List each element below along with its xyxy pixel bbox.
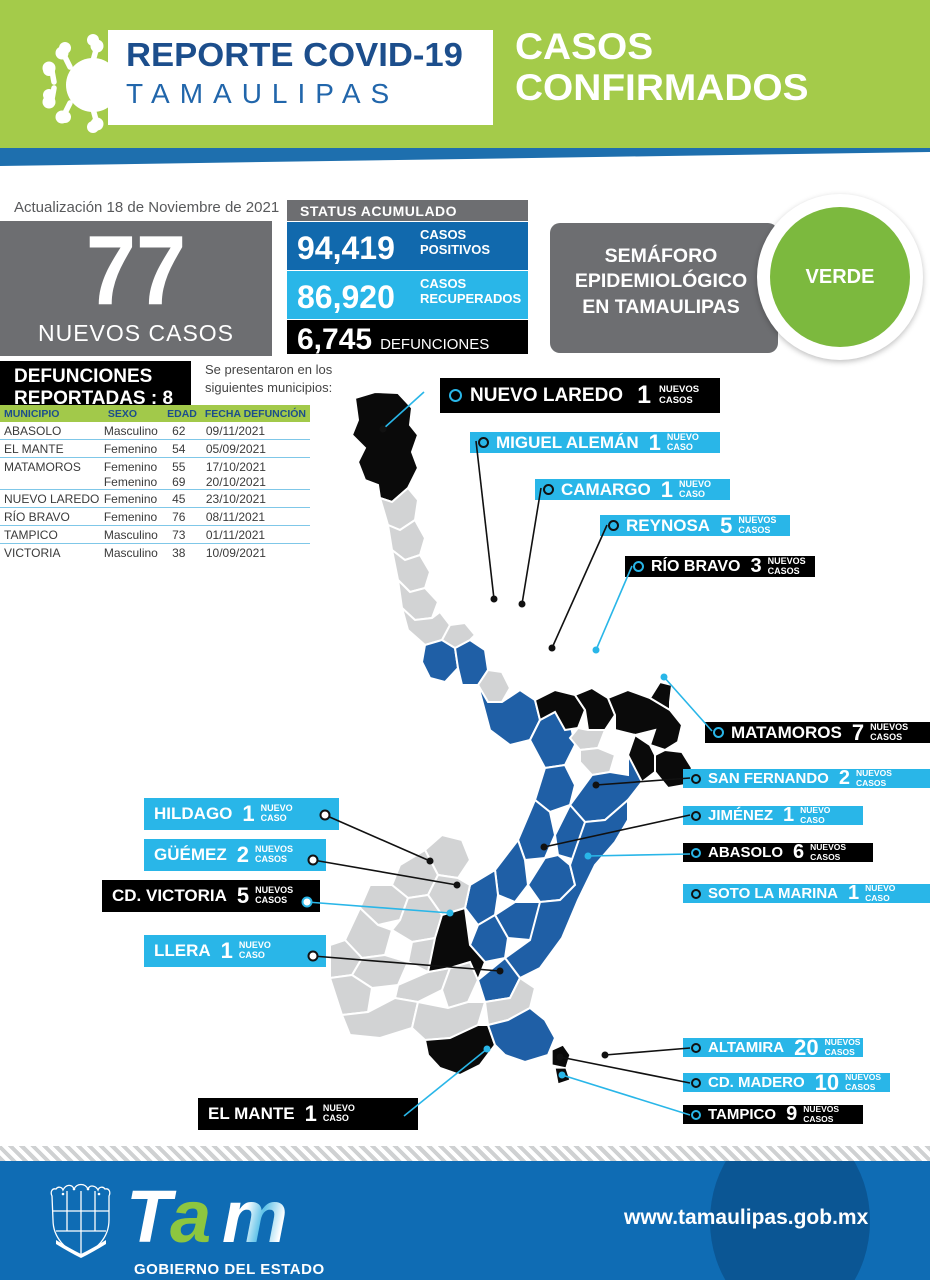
svg-text:a: a <box>170 1176 211 1258</box>
svg-text:m: m <box>222 1176 288 1258</box>
